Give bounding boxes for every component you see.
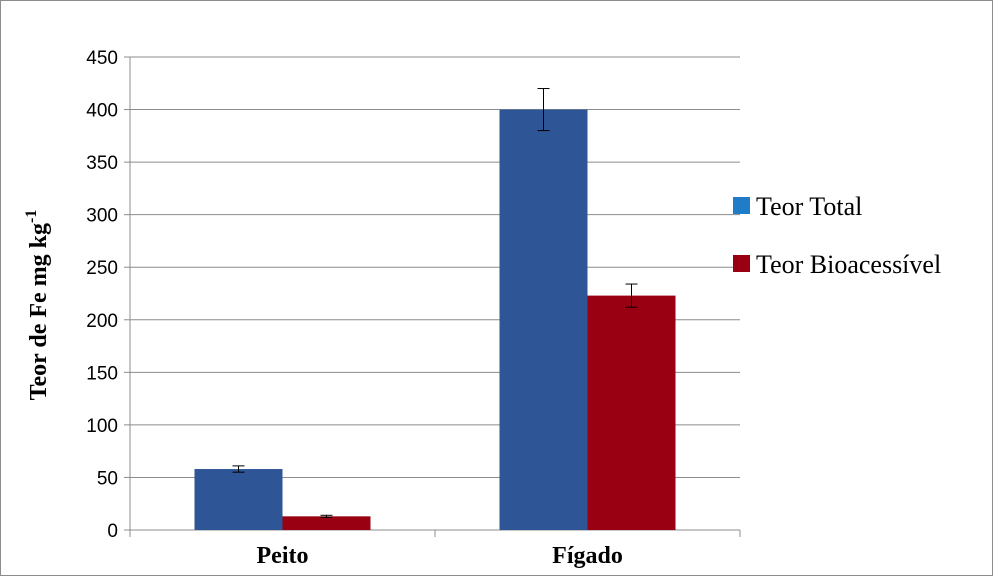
legend-label: Teor Bioacessível	[756, 250, 941, 279]
y-tick-label: 150	[86, 363, 118, 384]
legend-swatch	[733, 197, 750, 214]
legend-label: Teor Total	[756, 192, 862, 221]
error-bars	[232, 88, 638, 518]
y-tick-label: 200	[86, 311, 118, 332]
y-axis-title: Teor de Fe mg kg-1	[23, 210, 52, 401]
y-tick-labels: 0 50 100 150 200 250 300 350 400 450	[86, 48, 118, 542]
legend-swatch	[733, 255, 750, 272]
bar-teor-bioacess-vel-peito	[282, 516, 371, 530]
y-tick-label: 0	[107, 521, 118, 542]
y-tick-label: 250	[86, 258, 118, 279]
y-tick-label: 100	[86, 416, 118, 437]
legend: Teor Total Teor Bioacessível	[733, 192, 941, 279]
bar-teor-bioacess-vel-f-gado	[587, 295, 676, 530]
y-tick-label: 300	[86, 206, 118, 227]
x-category-label: Fígado	[552, 543, 623, 569]
bar-teor-total-peito	[194, 469, 283, 530]
x-category-labels: Peito Fígado	[257, 543, 623, 569]
x-category-label: Peito	[257, 543, 309, 569]
y-tick-label: 350	[86, 153, 118, 174]
y-tick-label: 450	[86, 48, 118, 69]
y-tick-label: 50	[97, 468, 118, 489]
bars	[194, 109, 676, 531]
y-tick-label: 400	[86, 101, 118, 122]
y-axis-title-superscript: -1	[23, 210, 40, 223]
bar-teor-total-f-gado	[499, 109, 588, 531]
